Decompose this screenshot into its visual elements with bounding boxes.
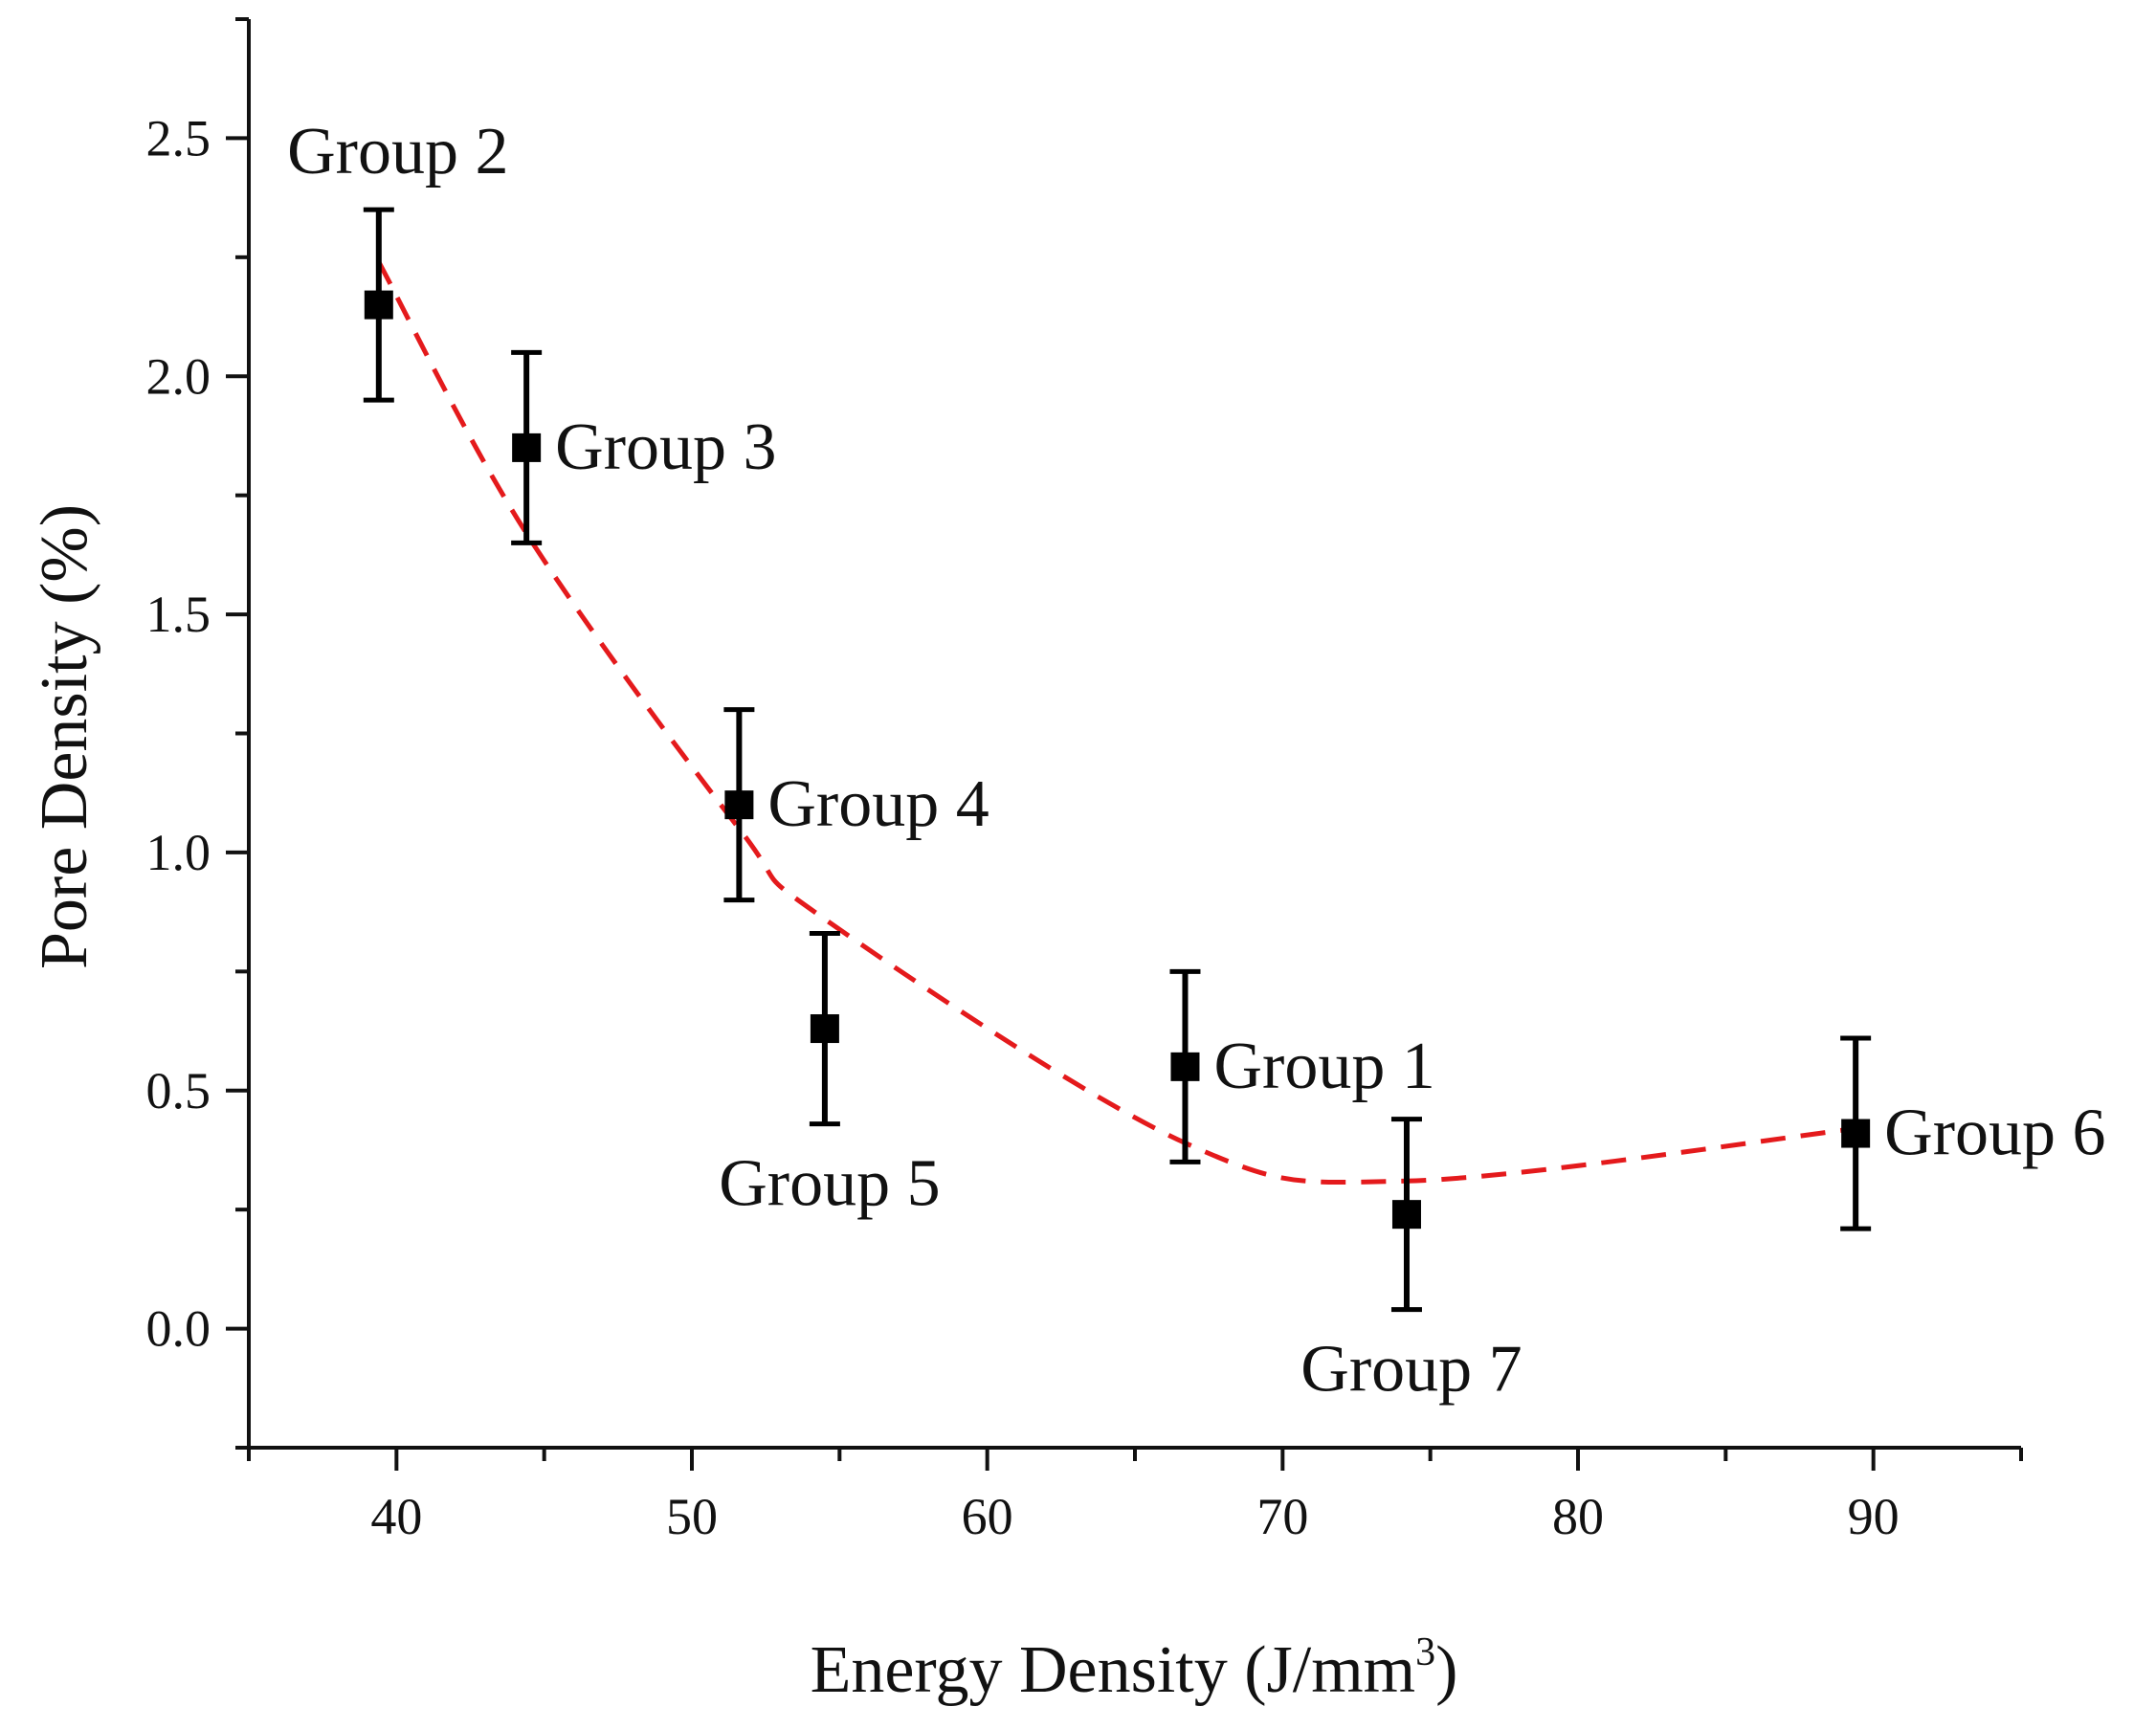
y-tick-label: 0.5 bbox=[146, 1062, 211, 1119]
y-axis-label: Pore Density (%) bbox=[28, 504, 101, 969]
fit-curve-layer bbox=[376, 260, 1856, 1186]
fit-curve bbox=[376, 260, 1856, 1186]
y-tick-label: 1.0 bbox=[146, 824, 211, 881]
x-axis-label: Energy Density (J/mm3) bbox=[811, 1630, 1458, 1707]
x-tick-label: 90 bbox=[1848, 1488, 1900, 1545]
y-tick-label: 0.0 bbox=[146, 1300, 211, 1358]
point-label: Group 7 bbox=[1300, 1333, 1522, 1407]
x-tick-label: 50 bbox=[666, 1488, 718, 1545]
y-tick-label: 2.0 bbox=[146, 347, 211, 405]
x-tick-label: 60 bbox=[962, 1488, 1013, 1545]
x-tick-label: 40 bbox=[370, 1488, 422, 1545]
point-label: Group 2 bbox=[287, 115, 508, 188]
y-tick-label: 1.5 bbox=[146, 586, 211, 643]
y-tick-label: 2.5 bbox=[146, 109, 211, 166]
data-point-marker bbox=[1170, 1052, 1200, 1081]
data-point-marker bbox=[1841, 1119, 1871, 1148]
point-label: Group 1 bbox=[1213, 1030, 1434, 1103]
point-label: Group 4 bbox=[767, 767, 989, 841]
data-point-marker bbox=[512, 432, 542, 462]
point-label: Group 3 bbox=[555, 410, 776, 484]
axes: 40 50 60 70 80 90 0.0 0.5 1.0 1.5 2.0 2.5 bbox=[146, 17, 2023, 1545]
data-points-layer bbox=[363, 207, 1872, 1313]
data-point-marker bbox=[724, 790, 754, 820]
x-tick-label: 80 bbox=[1552, 1488, 1604, 1545]
point-label: Group 5 bbox=[719, 1147, 940, 1221]
data-point-marker bbox=[364, 290, 393, 320]
point-label: Group 6 bbox=[1884, 1097, 2105, 1170]
data-point-marker bbox=[810, 1014, 839, 1044]
data-point-marker bbox=[1391, 1200, 1421, 1230]
x-tick-label: 70 bbox=[1256, 1488, 1308, 1545]
point-labels-layer: Group 2 Group 3 Group 4 Group 5 Group 1 Group… bbox=[287, 115, 2105, 1407]
